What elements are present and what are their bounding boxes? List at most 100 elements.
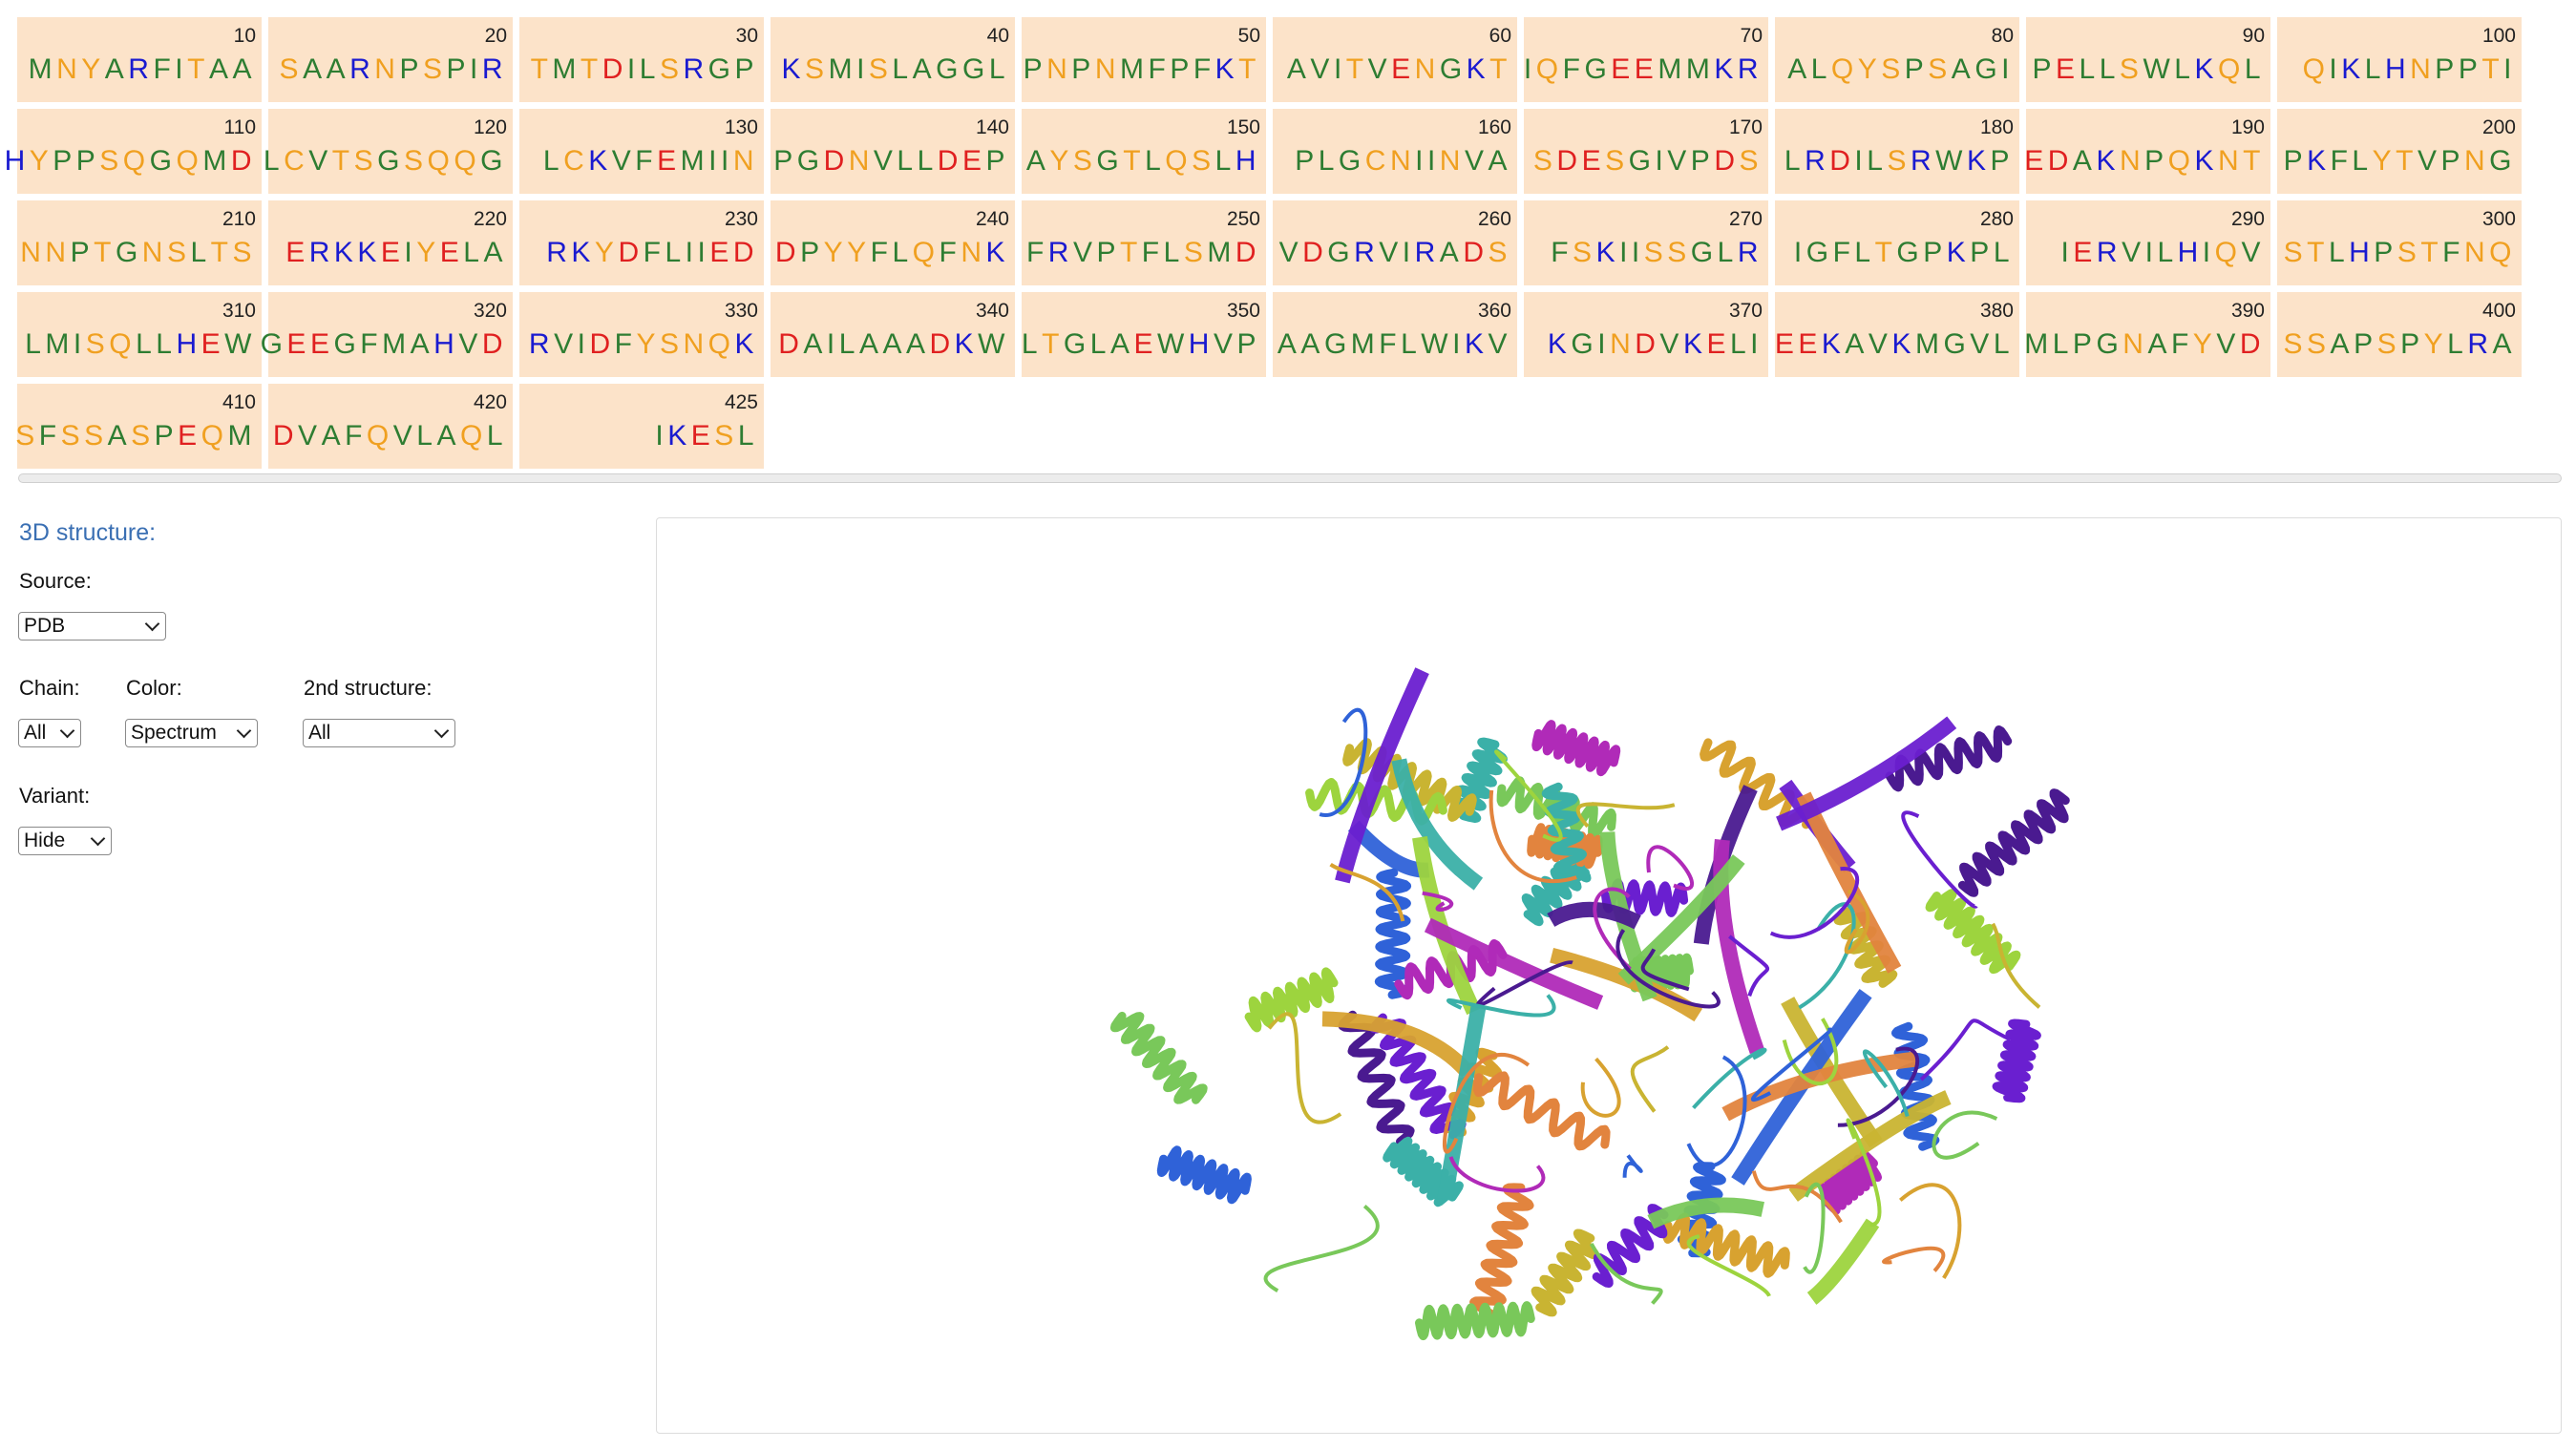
sequence-residues[interactable]: IERVILHIQV [2060, 237, 2265, 268]
sequence-block: 60 AVITVENGKT [1273, 17, 1517, 102]
beta-strand-ribbon [1776, 716, 1957, 831]
coil-loop-ribbon [1267, 1012, 1342, 1124]
sequence-residues[interactable]: IQFGEEMMKR [1523, 53, 1763, 85]
sequence-residues[interactable]: MLPGNAFYVD [2024, 328, 2265, 360]
sequence-position-number: 260 [1477, 208, 1511, 230]
sequence-position-number: 425 [724, 391, 758, 413]
sequence-residues[interactable]: PKFLYTVPNG [2283, 145, 2516, 177]
sequence-residues[interactable]: TMTDILSRGP [530, 53, 758, 85]
sequence-position-number: 130 [724, 116, 758, 138]
sequence-position-number: 160 [1477, 116, 1511, 138]
coil-loop-ribbon [1422, 891, 1454, 912]
sequence-residues[interactable]: LCVTSGSQQG [263, 145, 507, 177]
sequence-position-number: 300 [2481, 208, 2516, 230]
alpha-helix-ribbon [1541, 782, 1590, 884]
alpha-helix-ribbon [1531, 720, 1621, 777]
alpha-helix-ribbon [1374, 868, 1412, 999]
sequence-residues[interactable]: VDGRVIRADS [1278, 237, 1511, 268]
coil-loop-ribbon [1580, 1057, 1621, 1118]
horizontal-scrollbar[interactable] [18, 473, 2562, 483]
sequence-block: 30 TMTDILSRGP [519, 17, 764, 102]
structure-viewer-canvas[interactable] [656, 517, 2562, 1434]
sequence-block: 340 DAILAAADKW [771, 292, 1015, 377]
sequence-residues[interactable]: ERKKEIYELA [285, 237, 507, 268]
sequence-residues[interactable]: RKYDFLIIED [546, 237, 758, 268]
color-select-value: Spectrum [131, 722, 217, 744]
sequence-position-number: 310 [222, 300, 256, 322]
chain-select[interactable]: All [18, 719, 81, 747]
sequence-residues[interactable]: EDAKNPQKNT [2024, 145, 2265, 177]
sequence-residues[interactable]: RVIDFYSNQK [528, 328, 758, 360]
sequence-residues[interactable]: AAGMFLWIKV [1277, 328, 1511, 360]
sequence-position-number: 20 [484, 25, 507, 47]
coil-loop-ribbon [1728, 934, 1770, 998]
sequence-residues[interactable]: ALQYSPSAGI [1787, 53, 2014, 85]
sequence-viewer: 10 MNYARFITAA 20 SAARNPSPIR 30 TMTDILSRGP 40 KS… [5, 17, 2524, 469]
sequence-position-number: 280 [1979, 208, 2014, 230]
sequence-residues[interactable]: KGINDVKELI [1547, 328, 1763, 360]
variant-label: Variant: [19, 784, 91, 808]
sequence-block: 260 VDGRVIRADS [1273, 200, 1517, 285]
coil-loop-ribbon [1846, 1118, 1882, 1228]
sequence-residues[interactable]: AVITVENGKT [1286, 53, 1511, 85]
coil-loop-ribbon [1837, 1046, 1919, 1127]
sequence-block: 210 NNPTGNSLTS [17, 200, 262, 285]
variant-select[interactable]: Hide [18, 827, 112, 855]
sequence-residues[interactable]: IKESL [655, 420, 758, 452]
sequence-residues[interactable]: MNYARFITAA [28, 53, 256, 85]
sequence-block: 110 HYPPSQGQMD [5, 109, 262, 194]
sequence-residues[interactable]: LMISQLLHEW [25, 328, 256, 360]
sequence-residues[interactable]: HYPPSQGQMD [4, 145, 256, 177]
sequence-position-number: 80 [1991, 25, 2014, 47]
sequence-residues[interactable]: SAARNPSPIR [279, 53, 507, 85]
coil-loop-ribbon [1862, 1049, 1910, 1118]
sequence-residues[interactable]: DAILAAADKW [778, 328, 1009, 360]
sequence-residues[interactable]: LCKVFEMIIN [542, 145, 758, 177]
secondary-structure-select[interactable]: All [303, 719, 455, 747]
sequence-residues[interactable]: SDESGIVPDS [1532, 145, 1763, 177]
sequence-block: 420 DVAFQVLAQL [268, 384, 513, 469]
sequence-residues[interactable]: GEEGFMAHVD [260, 328, 507, 360]
sequence-residues[interactable]: DVAFQVLAQL [272, 420, 507, 452]
beta-strand-ribbon [1599, 831, 1658, 1002]
sequence-residues[interactable]: STLHPSTFNQ [2283, 237, 2516, 268]
chain-label: Chain: [19, 676, 80, 700]
sequence-residues[interactable]: NNPTGNSLTS [20, 237, 256, 268]
sequence-residues[interactable]: SFSSASPEQM [15, 420, 256, 452]
sequence-position-number: 110 [223, 116, 256, 138]
sequence-residues[interactable]: LRDILSRWKP [1784, 145, 2014, 177]
sequence-residues[interactable]: DPYYFLQFNK [774, 237, 1009, 268]
sequence-residues[interactable]: QIKLHNPPTI [2302, 53, 2516, 85]
sequence-position-number: 30 [735, 25, 758, 47]
coil-loop-ribbon [1494, 749, 1563, 842]
sequence-position-number: 330 [724, 300, 758, 322]
beta-strand-ribbon [1806, 1218, 1880, 1305]
alpha-helix-ribbon [1156, 1145, 1252, 1205]
sequence-block: 230 RKYDFLIIED [519, 200, 764, 285]
sequence-residues[interactable]: PGDNVLLDEP [773, 145, 1009, 177]
sequence-residues[interactable]: PNPNMFPFKT [1023, 53, 1260, 85]
color-label: Color: [126, 676, 182, 700]
sequence-position-number: 390 [2230, 300, 2265, 322]
beta-strand-ribbon [1788, 1090, 1952, 1202]
source-select[interactable]: PDB [18, 612, 166, 640]
chevron-down-icon [433, 723, 450, 739]
sequence-residues[interactable]: KSMISLAGGL [781, 53, 1009, 85]
sequence-block: 50 PNPNMFPFKT [1022, 17, 1266, 102]
protein-ribbon-render[interactable] [657, 518, 2563, 1435]
sequence-position-number: 190 [2230, 116, 2265, 138]
coil-loop-ribbon [1686, 1234, 1771, 1297]
sequence-residues[interactable]: PLGCNIINVA [1295, 145, 1511, 177]
color-select[interactable]: Spectrum [125, 719, 258, 747]
sequence-position-number: 140 [975, 116, 1009, 138]
sequence-residues[interactable]: EEKAVKMGVL [1774, 328, 2014, 360]
sequence-residues[interactable]: PELLSWLKQL [2032, 53, 2265, 85]
sequence-residues[interactable]: LTGLAEWHVP [1021, 328, 1260, 360]
sequence-residues[interactable]: FSKIISSGLR [1551, 237, 1763, 268]
sequence-residues[interactable]: SSAPSPYLRA [2283, 328, 2516, 360]
alpha-helix-ribbon [1818, 1149, 1882, 1215]
sequence-residues[interactable]: IGFLTGPKPL [1793, 237, 2014, 268]
sequence-block: 360 AAGMFLWIKV [1273, 292, 1517, 377]
sequence-residues[interactable]: AYSGTLQSLH [1025, 145, 1260, 177]
sequence-residues[interactable]: FRVPTFLSMD [1025, 237, 1260, 268]
